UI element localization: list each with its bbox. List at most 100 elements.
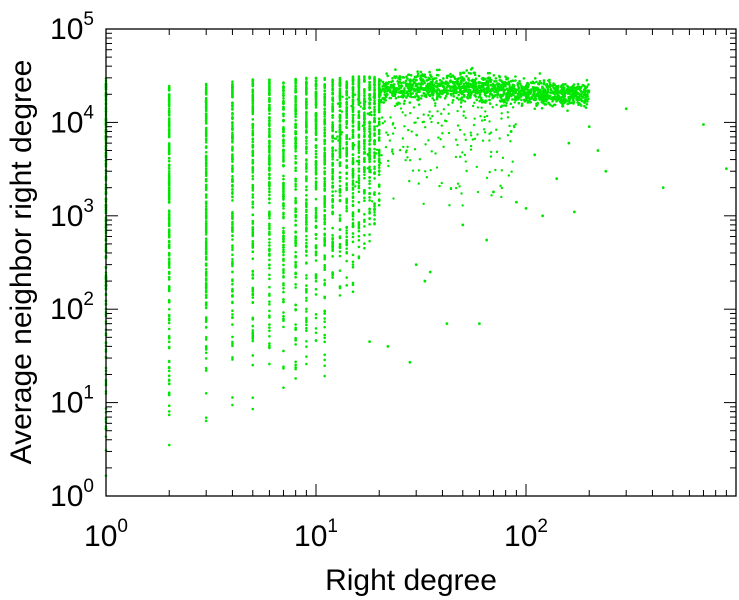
- data-point-2741: [504, 104, 508, 107]
- data-point-577: [204, 225, 208, 229]
- data-point-4011: [539, 95, 543, 99]
- data-point-3224: [583, 104, 586, 108]
- data-point-2473: [368, 77, 371, 80]
- data-point-4182: [473, 94, 476, 97]
- data-point-1477: [305, 90, 308, 93]
- data-point-3734: [454, 80, 458, 84]
- data-point-3508: [504, 96, 508, 100]
- data-point-778: [231, 295, 234, 298]
- data-point-1227: [294, 149, 297, 153]
- data-point-2547: [373, 160, 376, 163]
- data-points: [104, 66, 728, 477]
- data-point-2027: [345, 177, 348, 180]
- data-point-353: [167, 163, 171, 167]
- data-point-3844: [549, 103, 552, 107]
- data-point-4190: [356, 98, 360, 101]
- data-point-2129: [351, 188, 355, 191]
- data-point-3937: [550, 84, 553, 87]
- data-point-1293: [294, 179, 297, 183]
- data-point-2822: [522, 77, 526, 80]
- data-point-4032: [509, 89, 513, 93]
- data-point-1724: [323, 364, 326, 368]
- data-point-930: [251, 193, 255, 196]
- data-point-4231: [449, 187, 453, 190]
- data-point-1146: [282, 386, 285, 389]
- data-point-2455: [368, 86, 371, 90]
- data-point-2641: [377, 132, 381, 136]
- data-point-4159: [464, 160, 467, 163]
- data-point-1067: [268, 267, 271, 270]
- data-point-4070: [354, 185, 357, 188]
- data-point-1053: [268, 119, 271, 123]
- data-point-3372: [518, 82, 522, 86]
- data-point-300: [167, 159, 171, 163]
- data-point-4299: [447, 131, 451, 135]
- data-point-1844: [331, 125, 334, 129]
- data-point-606: [204, 252, 208, 256]
- data-point-1868: [331, 136, 334, 140]
- data-point-597: [204, 131, 208, 135]
- data-point-3949: [524, 92, 527, 96]
- data-point-4212: [337, 139, 340, 142]
- data-point-1580: [314, 133, 318, 137]
- data-point-4003: [483, 90, 486, 94]
- data-point-3974: [542, 97, 546, 101]
- data-point-2490: [373, 99, 376, 103]
- data-point-1411: [305, 121, 308, 124]
- data-point-4107: [389, 116, 392, 119]
- data-point-3081: [514, 79, 517, 82]
- data-point-1029: [268, 326, 271, 329]
- data-point-4098: [406, 156, 409, 159]
- data-point-3718: [553, 87, 556, 91]
- data-point-1303: [294, 360, 297, 364]
- data-point-4138: [392, 93, 396, 97]
- data-point-4031: [538, 98, 541, 101]
- data-point-3933: [451, 85, 455, 89]
- data-point-2287: [357, 90, 361, 93]
- data-point-2611: [377, 163, 381, 167]
- data-point-2079: [345, 136, 348, 139]
- data-point-4047: [429, 117, 432, 120]
- data-point-630: [204, 277, 208, 280]
- data-point-3274: [488, 98, 491, 102]
- data-point-378: [167, 286, 171, 290]
- data-point-1328: [294, 260, 297, 264]
- data-point-1753: [323, 139, 326, 143]
- data-point-1711: [323, 142, 326, 146]
- data-point-710: [231, 223, 234, 226]
- data-point-374: [167, 235, 171, 239]
- data-point-851: [251, 202, 255, 206]
- data-point-2680: [576, 82, 580, 86]
- data-point-264: [167, 240, 171, 243]
- data-point-2271: [357, 155, 361, 159]
- data-point-2543: [373, 139, 376, 142]
- data-point-1605: [314, 167, 318, 170]
- data-point-4023: [506, 92, 510, 95]
- data-point-4017: [578, 103, 582, 106]
- y-tick-label-4: 104: [50, 102, 94, 139]
- data-point-4294: [463, 100, 467, 103]
- data-point-1344: [294, 303, 297, 307]
- data-point-3951: [497, 74, 501, 78]
- data-point-3437: [382, 82, 386, 86]
- data-point-4309: [445, 322, 449, 326]
- data-point-2010: [345, 229, 348, 232]
- data-point-4286: [412, 106, 416, 109]
- data-point-4141: [384, 145, 388, 149]
- data-point-3958: [561, 86, 565, 90]
- data-point-1307: [294, 336, 297, 340]
- data-point-984: [268, 112, 271, 115]
- data-point-306: [167, 346, 171, 350]
- data-point-336: [167, 413, 171, 417]
- data-point-587: [204, 173, 208, 176]
- data-point-3857: [533, 94, 536, 98]
- data-point-753: [231, 199, 234, 202]
- data-point-4123: [480, 106, 483, 109]
- data-point-4316: [541, 214, 545, 218]
- data-point-2509: [373, 171, 376, 174]
- data-point-3434: [403, 88, 406, 92]
- data-point-4297: [512, 124, 516, 128]
- data-point-3625: [431, 77, 434, 81]
- data-point-1061: [268, 285, 271, 289]
- data-point-4310: [478, 322, 481, 326]
